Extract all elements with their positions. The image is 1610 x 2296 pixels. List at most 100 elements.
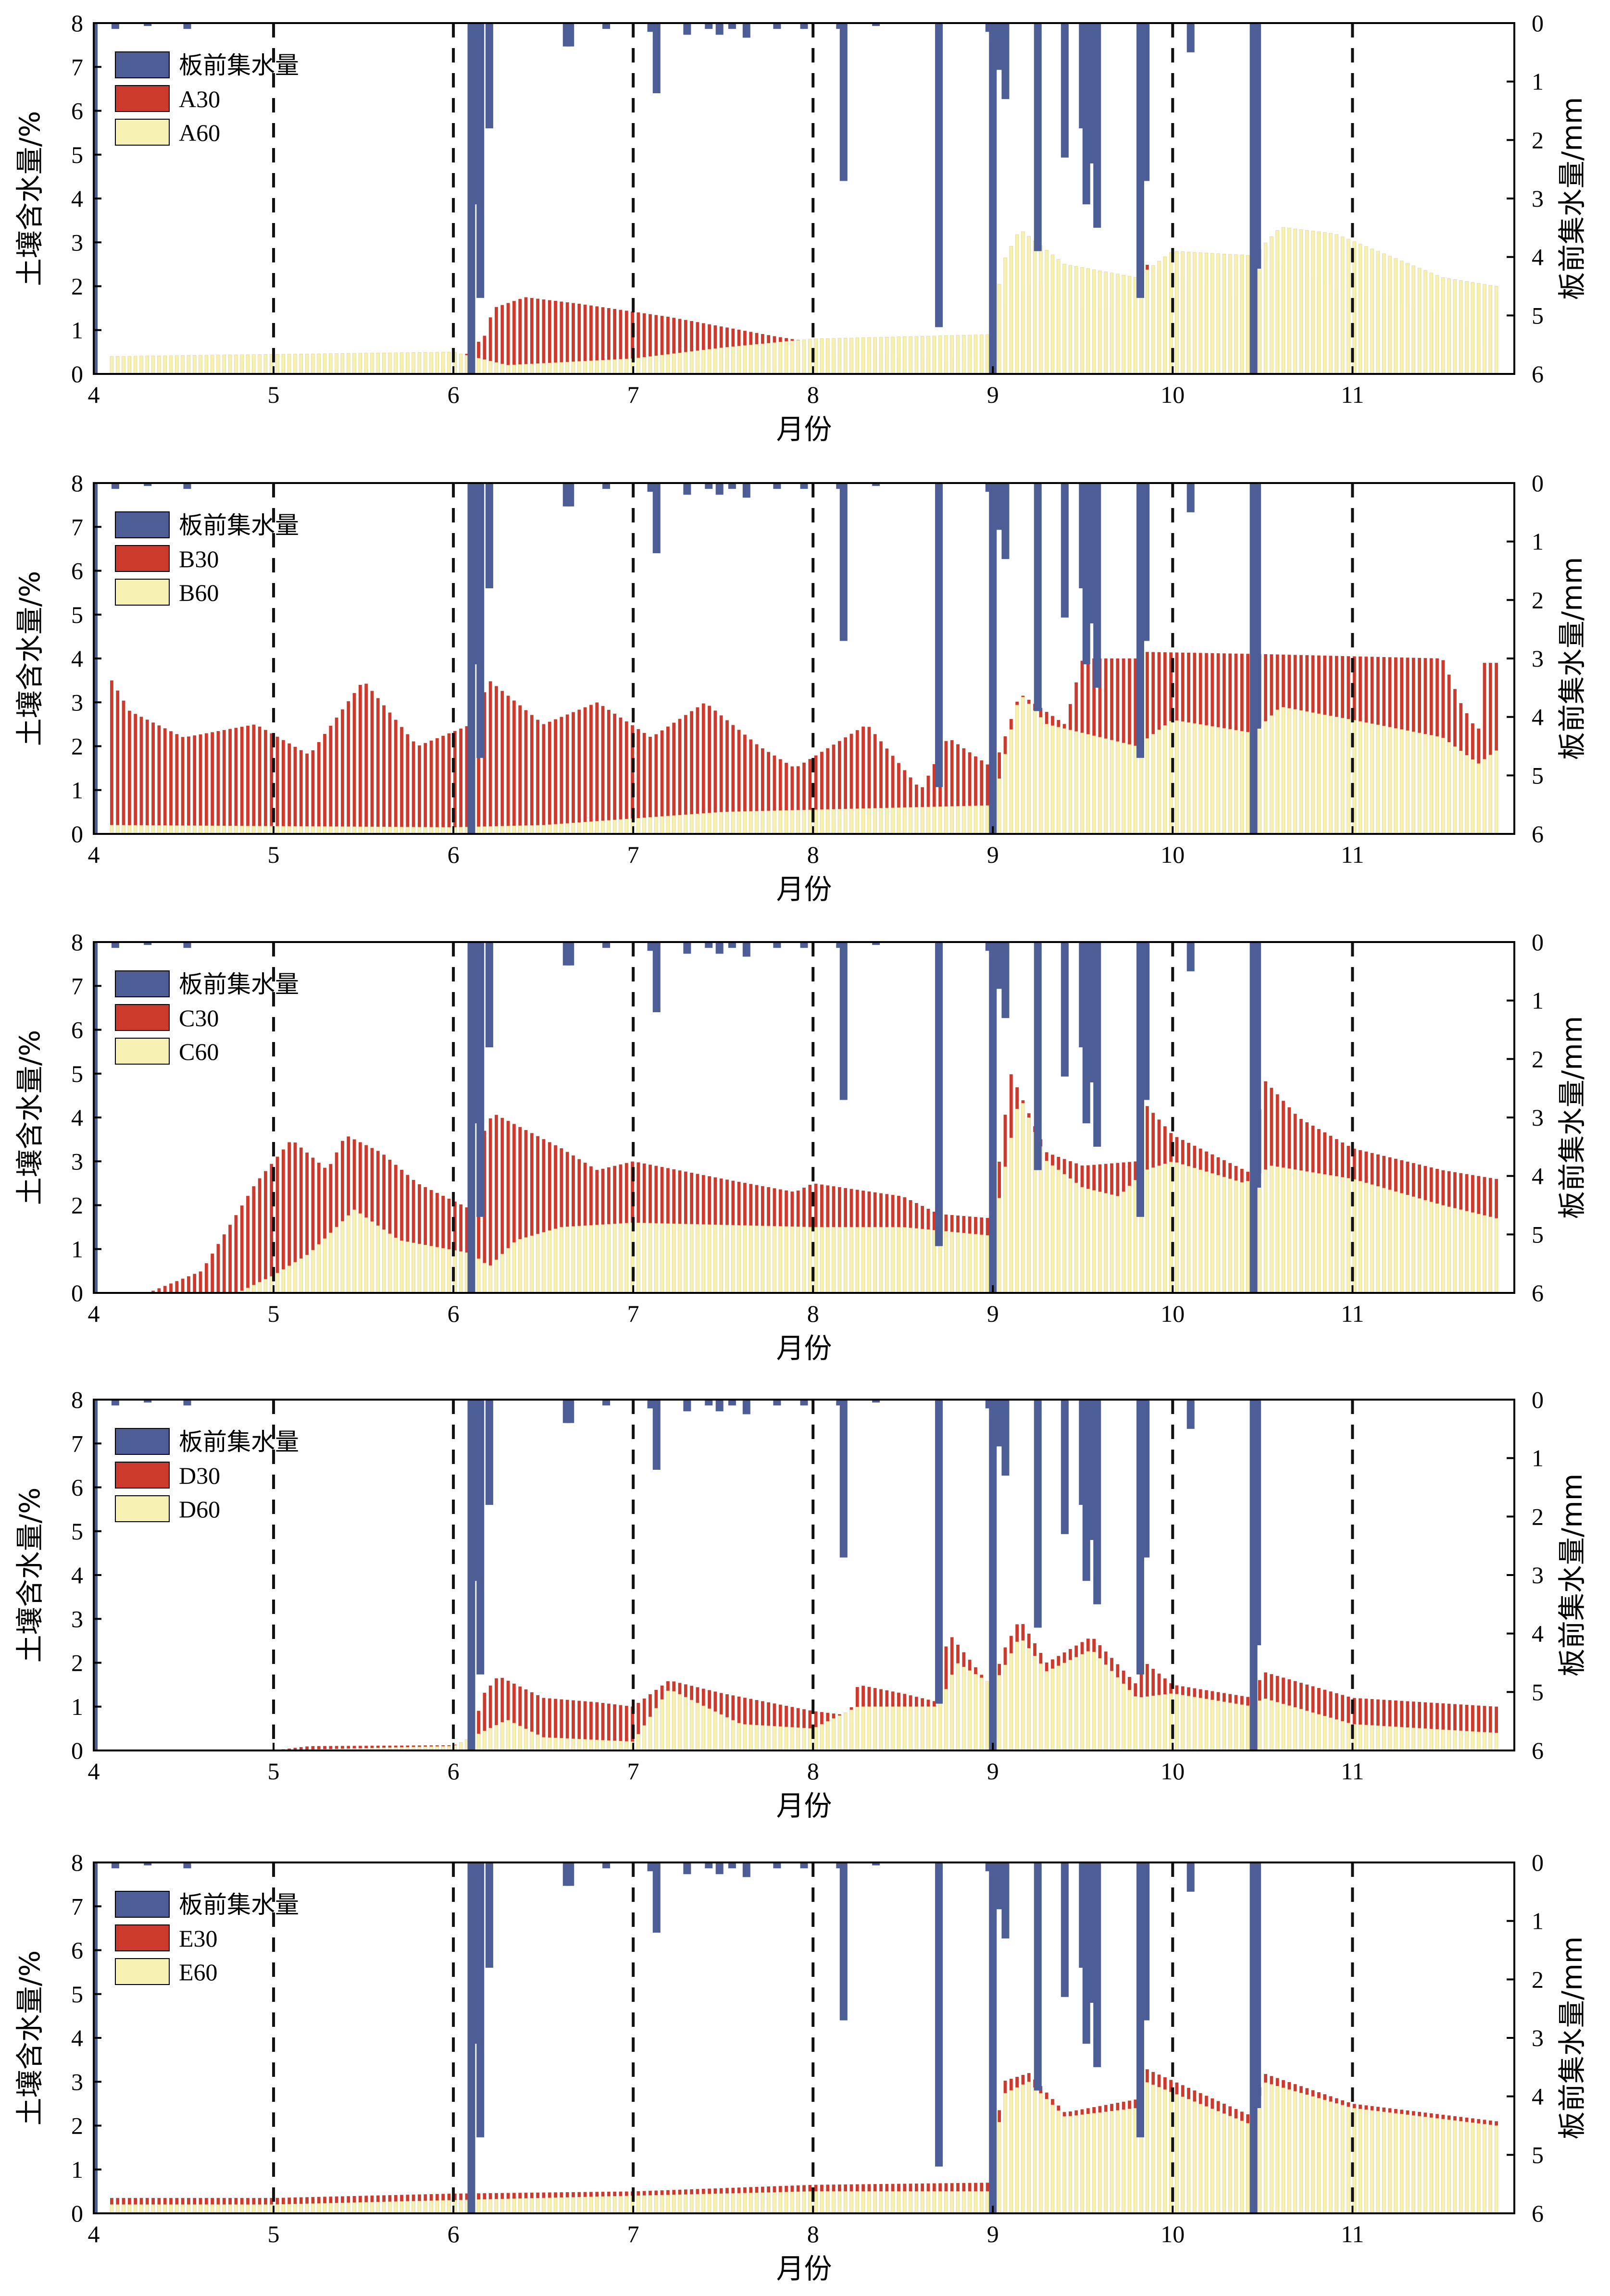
bar-A60: [601, 360, 605, 374]
bar-E60: [1003, 2093, 1007, 2213]
bar-B30: [980, 760, 984, 834]
y-left-tick-label: 7: [71, 53, 83, 80]
bar-D30: [1394, 1700, 1398, 1750]
x-tick-label: 8: [807, 2221, 819, 2247]
bar-C30: [554, 1145, 557, 1293]
bar-A60: [293, 354, 297, 374]
bar-E60: [1080, 2114, 1084, 2213]
y-left-tick-label: 0: [71, 1737, 83, 1764]
bar-B60: [240, 826, 244, 834]
bar-B60: [506, 826, 510, 834]
bar-E60: [263, 2204, 268, 2213]
bar-A60: [784, 341, 788, 374]
y-left-tick-label: 1: [71, 2156, 83, 2183]
bar-E60: [305, 2203, 309, 2213]
bar-A60: [281, 354, 286, 374]
bar-B30: [725, 720, 729, 834]
bar-A60: [441, 352, 445, 374]
x-tick-label: 7: [627, 381, 639, 408]
bar-A60: [648, 356, 652, 374]
bar-B60: [802, 809, 806, 834]
bar-A60: [843, 338, 848, 374]
bar-C30: [483, 1130, 487, 1293]
bar-A60: [1394, 258, 1398, 374]
bar-runoff: [839, 483, 848, 641]
bar-E60: [766, 2192, 771, 2213]
bar-E60: [920, 2191, 924, 2213]
bar-D60: [761, 1725, 765, 1750]
bar-C60: [488, 1265, 492, 1293]
bar-C60: [1347, 1178, 1350, 1293]
bar-B30: [429, 740, 433, 834]
bar-runoff: [602, 1400, 611, 1406]
bar-B60: [1275, 709, 1279, 834]
bar-B60: [968, 806, 972, 834]
bar-D60: [796, 1727, 800, 1750]
bar-runoff: [773, 942, 781, 948]
bar-B30: [453, 731, 457, 834]
bar-D60: [648, 1716, 652, 1750]
bar-B60: [986, 805, 989, 834]
bar-E60: [1015, 2087, 1019, 2213]
bar-C30: [400, 1169, 403, 1293]
legend-label: C60: [179, 1038, 219, 1065]
bar-E60: [222, 2204, 226, 2213]
bar-runoff: [1186, 483, 1195, 512]
bar-B30: [157, 725, 161, 834]
bar-A30: [649, 314, 652, 374]
bar-E60: [654, 2195, 658, 2213]
bar-runoff: [1061, 23, 1069, 158]
bar-A60: [412, 352, 415, 374]
bar-E60: [116, 2204, 120, 2213]
bar-A60: [1435, 275, 1439, 374]
bar-D30: [524, 1689, 528, 1750]
bar-runoff: [715, 23, 724, 35]
bar-D60: [832, 1718, 836, 1750]
bar-B30: [542, 724, 546, 834]
bar-B60: [1181, 721, 1185, 834]
bar-D60: [938, 1703, 942, 1750]
bar-B60: [1270, 715, 1273, 834]
bar-C30: [512, 1124, 516, 1293]
bar-E60: [672, 2195, 676, 2213]
bar-A60: [323, 353, 327, 374]
bar-D30: [518, 1686, 522, 1750]
bar-E60: [1311, 2096, 1315, 2213]
bar-C60: [1465, 1211, 1469, 1293]
bar-A60: [855, 337, 859, 374]
y-right-tick-label: 6: [1532, 820, 1544, 847]
bar-runoff: [1034, 942, 1042, 1170]
bar-C60: [406, 1241, 410, 1293]
bar-runoff: [989, 483, 997, 834]
bar-runoff: [183, 483, 191, 489]
bar-C60: [624, 1223, 628, 1293]
bar-A60: [607, 360, 611, 374]
bar-A60: [1092, 269, 1096, 374]
bar-D30: [583, 1701, 587, 1750]
y-right-tick-label: 2: [1532, 126, 1544, 153]
bar-A60: [122, 356, 125, 374]
bar-C30: [435, 1192, 439, 1293]
bar-E60: [181, 2204, 185, 2213]
x-tick-label: 7: [627, 1300, 639, 1327]
bar-B60: [766, 810, 771, 834]
bar-B60: [773, 810, 776, 834]
y-left-tick-label: 5: [71, 1981, 83, 2008]
bar-B30: [1483, 663, 1486, 834]
bar-E60: [317, 2203, 321, 2213]
bar-B60: [885, 807, 889, 834]
bar-C30: [228, 1225, 232, 1293]
bar-D60: [660, 1699, 664, 1750]
bar-C60: [1494, 1218, 1498, 1293]
bar-E60: [601, 2196, 605, 2213]
bar-E60: [684, 2194, 688, 2213]
bar-C60: [263, 1279, 268, 1293]
bar-C60: [909, 1228, 912, 1293]
bar-B30: [323, 733, 326, 834]
bar-C30: [204, 1263, 208, 1293]
bar-D60: [399, 1747, 404, 1750]
bar-runoff: [1093, 1862, 1101, 2067]
bar-E60: [1423, 2117, 1427, 2213]
bar-B30: [524, 710, 528, 834]
bar-B30: [252, 724, 256, 834]
